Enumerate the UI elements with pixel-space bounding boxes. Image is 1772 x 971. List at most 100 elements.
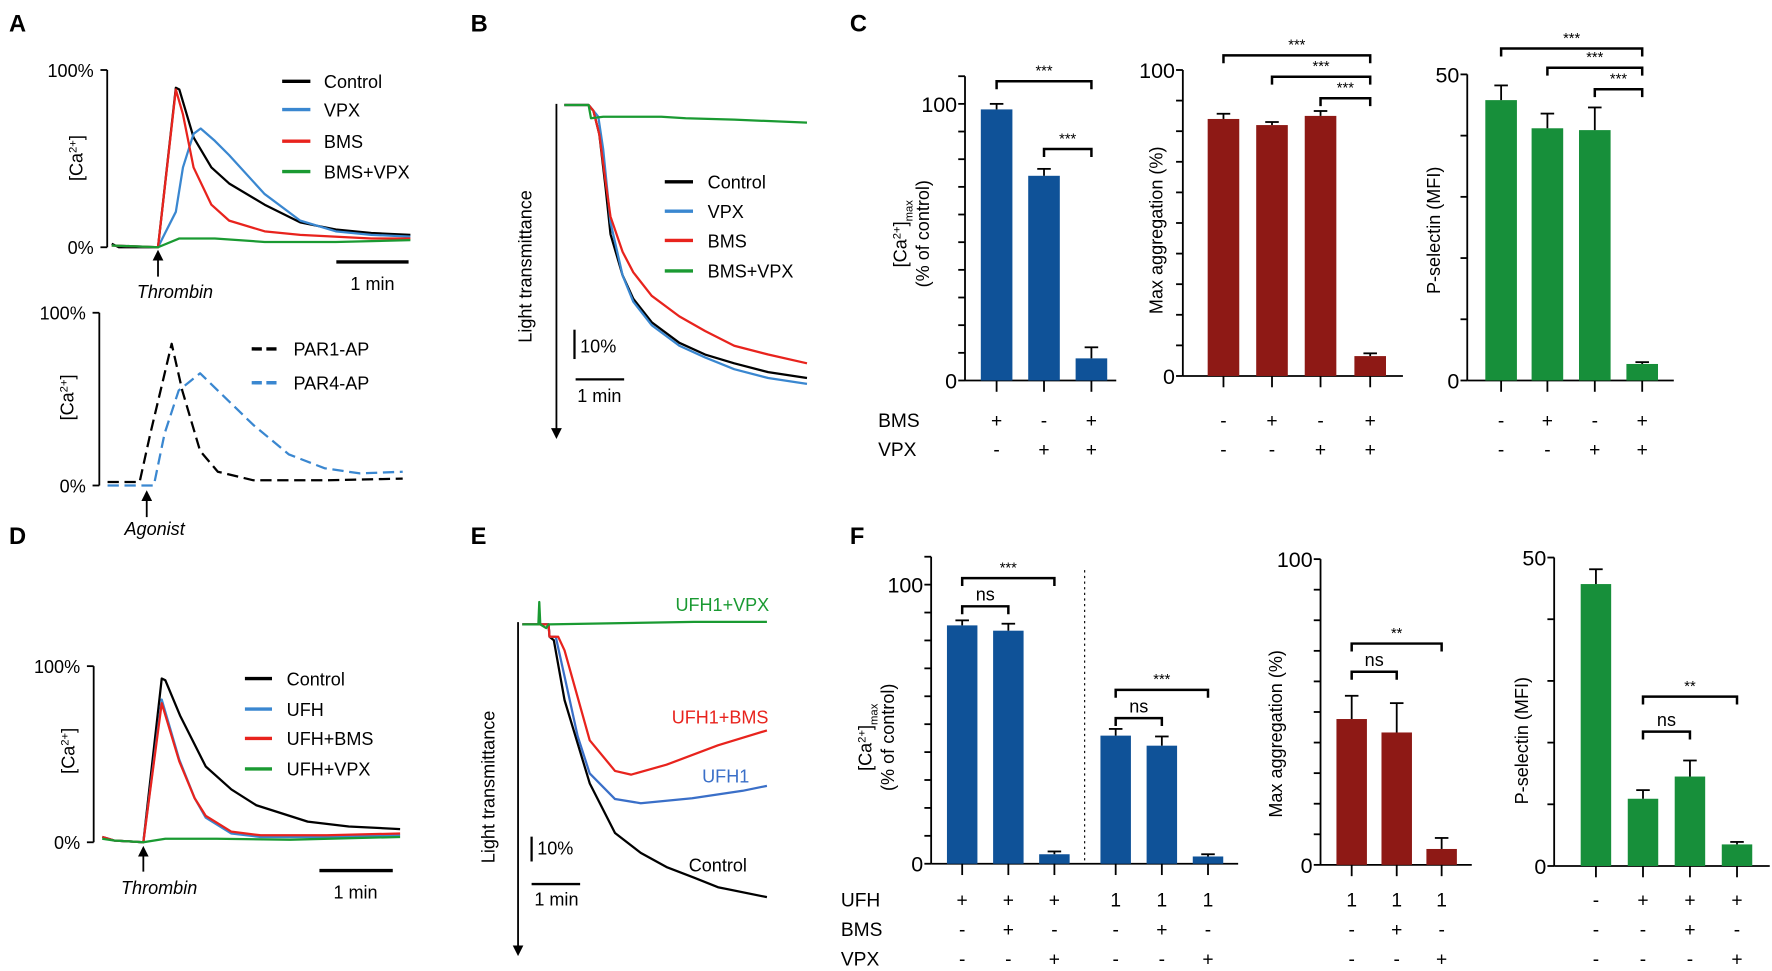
bar [1354, 356, 1386, 376]
significance-label: *** [1288, 38, 1305, 54]
chart-panel-a-0: 100% 0% [Ca2+] Control VPX BMS BMS+VPX Thrombin… [48, 61, 411, 302]
condition-mark: - [1051, 920, 1057, 941]
y-axis-label: [Ca2+] [58, 728, 78, 774]
series-line-bms-vpx [111, 237, 411, 249]
significance-label: *** [1059, 131, 1076, 147]
panel-label-e: E [471, 524, 487, 550]
significance-bracket [1593, 87, 1644, 98]
condition-mark: - [1348, 920, 1354, 941]
y-tick-label: 100% [40, 304, 86, 324]
y-tick-label: 0 [1301, 854, 1313, 878]
bar [1485, 100, 1517, 381]
bar [1627, 798, 1659, 866]
condition-mark: - [1220, 411, 1226, 432]
bar [1304, 115, 1337, 376]
condition-mark: - [1687, 949, 1693, 970]
y-axis-label: Max aggregation (%) [1147, 147, 1167, 315]
chart-panel-e-7: Light transmittance Control UFH1 UFH1+BMS UF… [478, 595, 769, 957]
significance-label: ns [1365, 650, 1384, 670]
condition-mark: - [1394, 949, 1400, 970]
condition-mark: + [991, 411, 1002, 432]
time-scale-label: 1 min [577, 386, 621, 406]
series-direct-label: UFH1+BMS [672, 708, 769, 728]
time-scale-label: 1 min [350, 274, 394, 294]
significance-bracket [995, 80, 1093, 90]
significance-label: *** [1153, 672, 1170, 688]
significance-bracket [1499, 47, 1644, 57]
condition-mark: + [1391, 920, 1402, 941]
y-tick-label: 0 [1163, 365, 1175, 389]
chart-panel-d-6: 100% 0% [Ca2+] Control UFH UFH+BMS UFH+VPX Thro… [34, 657, 401, 903]
significance-bracket [1222, 54, 1372, 64]
significance-bracket [1319, 96, 1372, 107]
significance-bracket [1350, 670, 1398, 680]
condition-mark: 1 [1436, 891, 1447, 912]
time-scale-label: 1 min [333, 883, 377, 903]
time-scale-label: 1 min [534, 890, 578, 910]
legend-label: Control [287, 669, 345, 689]
y-tick-label: 100 [921, 93, 957, 117]
condition-mark: + [1086, 411, 1097, 432]
bar [1531, 128, 1564, 381]
significance-bracket [1546, 66, 1644, 76]
condition-mark: - [1220, 440, 1226, 461]
bar [980, 109, 1013, 381]
significance-label: *** [1000, 560, 1017, 576]
condition-mark: - [1498, 411, 1504, 432]
y-axis-label: [Ca2+]max [855, 703, 880, 771]
condition-mark: - [1593, 920, 1599, 941]
condition-row-label: VPX [841, 949, 880, 970]
series-line-ufh1-vpx [522, 600, 767, 630]
bar [1336, 719, 1367, 865]
significance-label: *** [1563, 31, 1580, 47]
legend-label: Control [324, 72, 382, 92]
y-tick-label: 0 [945, 369, 957, 393]
significance-bracket [960, 576, 1056, 586]
y-axis-label: [Ca2+]max [890, 200, 915, 268]
series-line-bms [111, 88, 411, 249]
series-line-ufh1-bms [522, 623, 768, 776]
series-line-par1-ap [107, 342, 403, 484]
panel-label-c: C [850, 12, 867, 38]
y-axis-label-line2: (% of control) [878, 684, 898, 791]
condition-mark: - [993, 440, 999, 461]
condition-mark: - [1112, 920, 1118, 941]
condition-mark: + [1731, 891, 1742, 912]
bar [1626, 363, 1659, 381]
condition-mark: - [1348, 949, 1354, 970]
y-axis-label: Light transmittance [478, 711, 498, 864]
panel-label-f: F [850, 524, 864, 550]
significance-label: ** [1391, 626, 1403, 642]
chart-panel-c-4: 0 100 Max aggregation (%) - - + - - + + + *** *** *** [1139, 38, 1403, 461]
condition-mark: + [957, 891, 968, 912]
y-axis-label: Max aggregation (%) [1266, 650, 1286, 818]
condition-mark: + [1202, 949, 1213, 970]
y-tick-label: 100% [34, 657, 80, 677]
condition-mark: - [1593, 949, 1599, 970]
legend-label: BMS [708, 231, 747, 251]
legend-label: BMS+VPX [324, 162, 410, 182]
condition-mark: + [1315, 440, 1326, 461]
condition-mark: - [1640, 949, 1646, 970]
legend-label: PAR1-AP [293, 340, 369, 360]
significance-label: ** [1684, 679, 1696, 695]
condition-mark: + [1365, 440, 1376, 461]
condition-mark: - [1640, 920, 1646, 941]
chart-panel-f-8: 0 100 [Ca2+]max(% of control) + - - + + - + - +1 - - 1… [841, 555, 1239, 970]
legend-label: VPX [324, 100, 360, 120]
annotation-label: Thrombin [121, 878, 197, 898]
legend-label: VPX [708, 202, 744, 222]
significance-bracket [1114, 716, 1164, 726]
condition-mark: + [1684, 920, 1695, 941]
chart-panel-c-5: 0 50 P-selectin (MFI) - - + - - + + + *** *** *** [1424, 31, 1674, 461]
condition-mark: + [1637, 411, 1648, 432]
y-axis-label: P-selectin (MFI) [1424, 167, 1444, 294]
y-tick-label: 50 [1522, 546, 1546, 570]
series-line-vpx [111, 127, 411, 249]
condition-mark: - [1734, 920, 1740, 941]
y-axis-label: [Ca2+] [66, 135, 86, 181]
y-axis-label-line2: (% of control) [913, 180, 933, 287]
series-line-bms-vpx [564, 103, 808, 124]
condition-mark: - [1593, 891, 1599, 912]
